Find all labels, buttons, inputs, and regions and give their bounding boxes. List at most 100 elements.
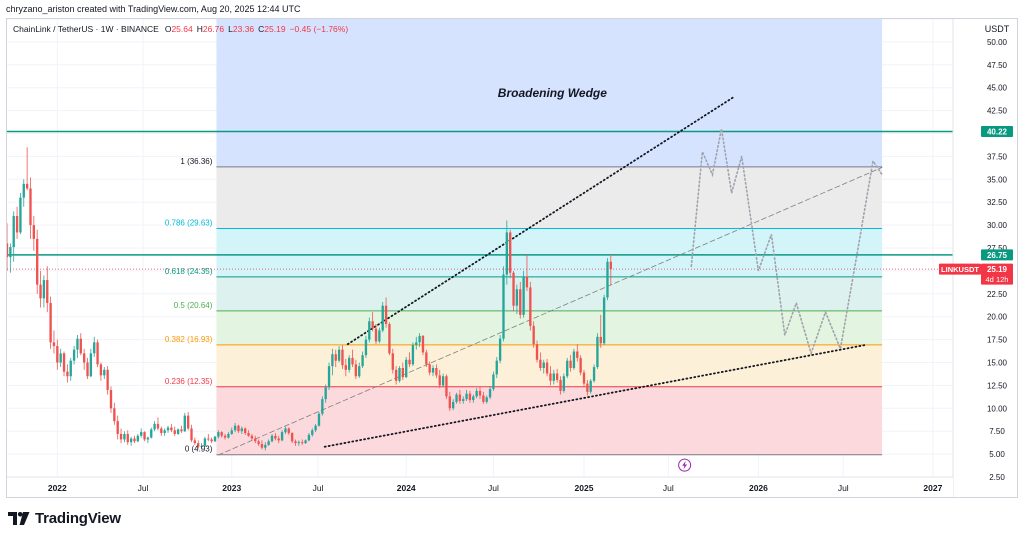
candle-body-104 bbox=[354, 364, 358, 377]
candle-body-78 bbox=[267, 441, 270, 445]
time-tick-0: 2022 bbox=[48, 483, 67, 493]
candle-body-130 bbox=[441, 376, 445, 386]
candle-body-173 bbox=[586, 383, 589, 392]
time-tick-10: 2027 bbox=[923, 483, 942, 493]
candle-body-97 bbox=[331, 354, 334, 367]
candle-body-149 bbox=[505, 232, 509, 275]
price-tick-11: 30.00 bbox=[987, 221, 1008, 230]
candle-body-42 bbox=[146, 437, 150, 440]
candle-body-84 bbox=[287, 428, 290, 434]
candle-body-134 bbox=[455, 394, 458, 402]
candle-body-18 bbox=[66, 371, 69, 377]
fibonacci-labels: 1 (36.36) 0.786 (29.63) 0.618 (24.35) 0.5 (… bbox=[165, 157, 213, 454]
candle-body-88 bbox=[301, 442, 304, 444]
candle-body-25 bbox=[89, 353, 93, 377]
candle-body-20 bbox=[72, 349, 76, 361]
tradingview-branding[interactable]: TradingView bbox=[8, 510, 121, 527]
candle-body-166 bbox=[562, 376, 566, 391]
candle-body-3 bbox=[15, 215, 19, 233]
symbol-tag-text: LINKUSDT bbox=[941, 265, 979, 274]
candle-body-150 bbox=[509, 232, 512, 273]
candle-body-135 bbox=[458, 394, 462, 401]
candle-body-138 bbox=[468, 393, 472, 401]
candle-body-119 bbox=[405, 359, 408, 378]
candle-body-26 bbox=[93, 342, 96, 354]
candle-body-159 bbox=[539, 359, 542, 368]
level-tag-bg-0 bbox=[981, 125, 1013, 137]
candle-body-169 bbox=[572, 351, 576, 368]
candle-body-32 bbox=[113, 408, 116, 422]
price-tick-14: 37.50 bbox=[987, 152, 1008, 161]
chart-credit: chryzano_ariston created with TradingVie… bbox=[6, 4, 301, 14]
candle-body-177 bbox=[599, 336, 602, 344]
candle-body-146 bbox=[495, 360, 498, 375]
last-price-tag-value: 25.19 bbox=[987, 265, 1008, 274]
candle-body-69 bbox=[237, 425, 240, 432]
level-tag-bg-1 bbox=[981, 249, 1013, 261]
high-label: H bbox=[197, 24, 203, 34]
candle-body-4 bbox=[19, 197, 22, 233]
candle-body-28 bbox=[99, 364, 103, 376]
candle-body-24 bbox=[86, 362, 89, 377]
candle-body-152 bbox=[515, 289, 519, 306]
candle-body-54 bbox=[186, 415, 190, 429]
level-tag-text-0: 40.22 bbox=[987, 127, 1008, 136]
candle-body-105 bbox=[358, 366, 361, 377]
candle-body-57 bbox=[197, 443, 200, 447]
candle-body-12 bbox=[46, 280, 49, 303]
candle-body-112 bbox=[381, 305, 384, 331]
candle-body-178 bbox=[602, 297, 606, 344]
price-tick-5: 15.00 bbox=[987, 359, 1008, 368]
candle-body-136 bbox=[462, 399, 465, 401]
candle-body-61 bbox=[210, 439, 213, 442]
candle-body-85 bbox=[290, 433, 294, 442]
candle-body-15 bbox=[56, 346, 59, 363]
candle-body-72 bbox=[247, 433, 250, 436]
fib-band-1 bbox=[216, 166, 883, 229]
candle-body-55 bbox=[190, 428, 193, 441]
candle-body-121 bbox=[411, 345, 415, 365]
time-axis[interactable]: 2022 Jul 2023 Jul 2024 Jul 2025 Jul 2026 Jul 2027 bbox=[48, 483, 943, 493]
time-tick-7: Jul bbox=[663, 483, 674, 493]
candle-body-71 bbox=[244, 428, 247, 434]
candle-body-158 bbox=[535, 344, 539, 360]
candle-body-50 bbox=[173, 430, 176, 434]
ohlc-legend: ChainLink / TetherUS · 1W · BINANCE O25.6… bbox=[13, 24, 348, 34]
candle-body-103 bbox=[351, 357, 354, 365]
candle-body-23 bbox=[82, 353, 86, 363]
candle-body-17 bbox=[62, 353, 66, 372]
high-value: 26.76 bbox=[203, 24, 225, 34]
chart-frame[interactable]: 1 (36.36) 0.786 (29.63) 0.618 (24.35) 0.5 (… bbox=[6, 18, 1018, 498]
candle-body-113 bbox=[384, 305, 388, 325]
broadening-wedge-lines bbox=[217, 95, 883, 456]
candle-body-49 bbox=[170, 427, 173, 431]
price-tick-8: 22.50 bbox=[987, 290, 1008, 299]
candle-body-62 bbox=[213, 436, 217, 442]
symbol-legend[interactable]: ChainLink / TetherUS · 1W · BINANCE O25.6… bbox=[13, 24, 348, 34]
candle-body-66 bbox=[227, 433, 230, 438]
time-tick-8: 2026 bbox=[749, 483, 768, 493]
price-chart[interactable]: 1 (36.36) 0.786 (29.63) 0.618 (24.35) 0.5 (… bbox=[7, 19, 1017, 497]
candle-body-5 bbox=[22, 183, 25, 198]
price-tick-7: 20.00 bbox=[987, 313, 1008, 322]
candle-body-161 bbox=[545, 362, 549, 374]
candle-body-91 bbox=[311, 430, 314, 435]
candle-body-40 bbox=[140, 432, 143, 436]
candle-body-34 bbox=[119, 433, 123, 440]
candle-body-46 bbox=[160, 428, 163, 434]
candle-body-129 bbox=[438, 375, 441, 386]
price-tick-19: 50.00 bbox=[987, 38, 1008, 47]
candle-body-93 bbox=[317, 413, 321, 426]
fib-label-0: 1 (36.36) bbox=[180, 157, 212, 166]
candle-body-110 bbox=[374, 328, 378, 342]
candle-body-51 bbox=[176, 429, 180, 434]
candle-body-48 bbox=[166, 427, 170, 431]
candle-body-174 bbox=[589, 380, 592, 392]
fib-band-4 bbox=[216, 310, 883, 345]
candle-body-82 bbox=[280, 432, 284, 441]
candle-body-122 bbox=[415, 342, 418, 346]
last-price-tag-bg bbox=[981, 263, 1013, 285]
candle-body-142 bbox=[482, 395, 485, 402]
candle-body-47 bbox=[163, 430, 166, 434]
